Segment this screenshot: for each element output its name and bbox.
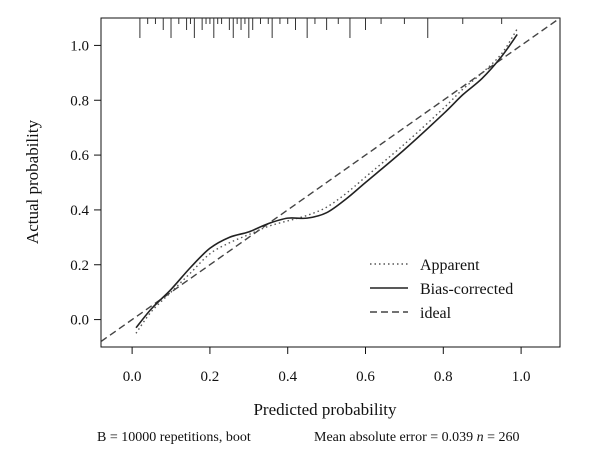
x-tick-label: 0.6 xyxy=(356,369,375,385)
legend-ideal-label: ideal xyxy=(420,305,452,322)
x-tick-label: 0.8 xyxy=(434,369,453,385)
legend-bias-corrected-label: Bias-corrected xyxy=(420,281,513,298)
x-tick-label: 0.4 xyxy=(278,369,297,385)
bias-corrected-line xyxy=(135,33,518,329)
y-tick-label: 0.8 xyxy=(70,93,89,109)
legend-apparent-label: Apparent xyxy=(420,257,480,274)
x-tick-label: 0.2 xyxy=(201,369,220,385)
y-tick-label: 0.2 xyxy=(70,258,89,274)
legend: Apparent Bias-corrected ideal xyxy=(370,257,513,322)
y-axis-label: Actual probability xyxy=(23,119,42,244)
y-axis-ticks: 0.0 0.2 0.4 0.6 0.8 1.0 xyxy=(70,38,101,329)
footer-n-value: = 260 xyxy=(487,430,520,445)
footer-bootstrap-note: B = 10000 repetitions, boot xyxy=(97,430,251,445)
y-tick-label: 0.0 xyxy=(70,313,89,329)
apparent-line xyxy=(135,28,518,334)
series-lines xyxy=(101,18,560,343)
x-tick-label: 1.0 xyxy=(512,369,531,385)
plot-frame xyxy=(100,17,561,348)
footer-mae-label: Mean absolute error = 0.039 xyxy=(314,430,474,445)
y-tick-label: 0.6 xyxy=(70,148,89,164)
x-axis-label: Predicted probability xyxy=(253,400,397,419)
footer-mae: Mean absolute error = 0.039 n = 260 xyxy=(314,430,520,446)
x-tick-label: 0.0 xyxy=(123,369,142,385)
x-axis-ticks: 0.0 0.2 0.4 0.6 0.8 1.0 xyxy=(123,347,531,385)
y-tick-label: 1.0 xyxy=(70,38,89,54)
calibration-plot: 0.0 0.2 0.4 0.6 0.8 1.0 0.0 0.2 0.4 0.6 0.8 1.0 Pr… xyxy=(23,17,561,419)
footer-n-label: n xyxy=(476,430,484,445)
y-tick-label: 0.4 xyxy=(70,203,89,219)
rug-marks xyxy=(139,18,503,38)
